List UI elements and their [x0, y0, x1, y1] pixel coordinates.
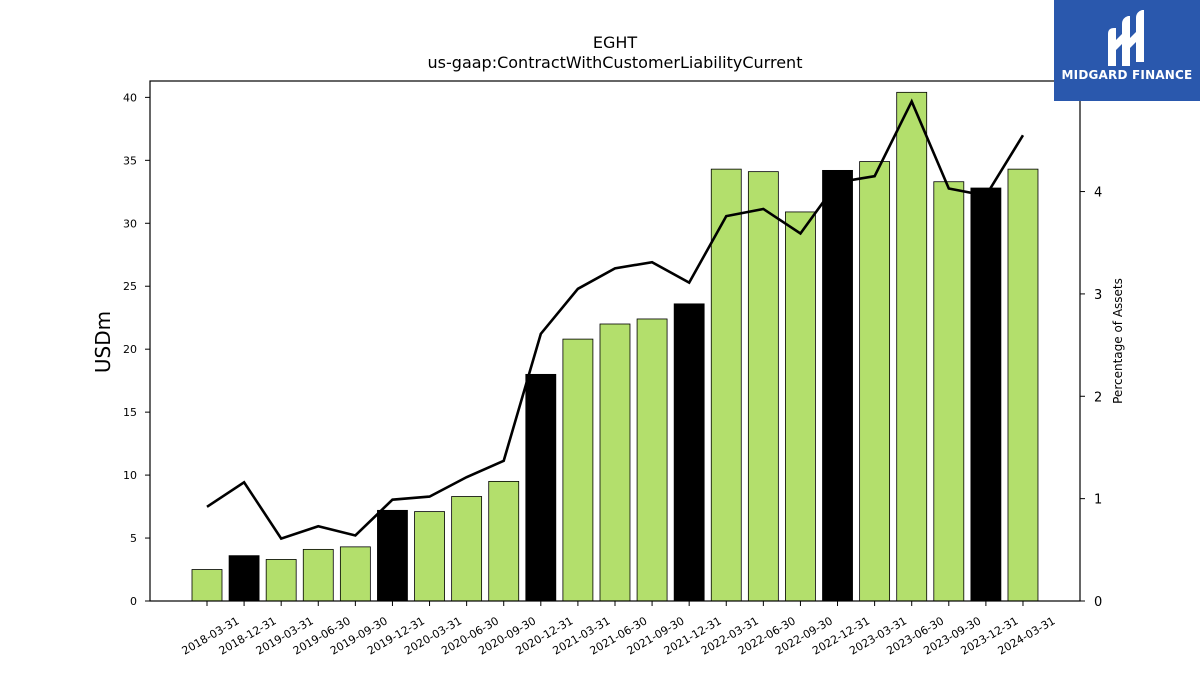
- y-tick-label: 5: [130, 532, 137, 545]
- bar-2024-03-31: [1007, 168, 1039, 602]
- y-tick-label: 35: [123, 154, 137, 167]
- bar-2021-12-31: [673, 303, 705, 602]
- bar-2020-09-30: [488, 480, 520, 602]
- y-tick-label: 15: [123, 406, 137, 419]
- bar-2023-03-31: [859, 161, 891, 602]
- bar-2022-03-31: [710, 168, 742, 602]
- y2-tick-label: 1: [1094, 493, 1102, 508]
- bar-2018-12-31: [228, 555, 260, 602]
- y-tick-label: 30: [123, 217, 137, 230]
- bar-2022-12-31: [822, 169, 853, 602]
- y-axis-ticks: 0 5 10 15 20 25 30 35 40: [123, 91, 150, 608]
- bar-2020-06-30: [451, 496, 483, 602]
- bars-group: [191, 91, 1039, 602]
- brand-logo: MIDGARD FINANCE: [1054, 0, 1200, 101]
- line-layer: [206, 98, 1025, 541]
- bar-2019-12-31: [377, 509, 408, 602]
- y2-tick-label: 0: [1094, 595, 1102, 610]
- bar-2019-06-30: [302, 548, 334, 602]
- y-tick-label: 40: [123, 91, 137, 104]
- bar-2020-12-31: [525, 373, 557, 602]
- bar-2022-09-30: [785, 211, 816, 602]
- chart-title: EGHT: [593, 33, 638, 52]
- y-tick-label: 25: [123, 280, 137, 293]
- logo-mark-icon: [1108, 10, 1144, 66]
- y-axis-label: USDm: [91, 311, 115, 373]
- y2-tick-label: 4: [1094, 186, 1102, 201]
- y2-axis-ticks: 0 1 2 3 4: [1080, 186, 1102, 610]
- y-tick-label: 0: [130, 595, 137, 608]
- chart-subtitle: us-gaap:ContractWithCustomerLiabilityCur…: [428, 53, 803, 72]
- bar-2023-06-30: [896, 91, 928, 602]
- bar-2023-09-30: [933, 181, 965, 602]
- y-tick-label: 10: [123, 469, 137, 482]
- bar-2021-09-30: [636, 318, 668, 602]
- bar-2018-03-31: [191, 569, 223, 602]
- bar-2020-03-31: [414, 511, 445, 602]
- bar-2021-06-30: [599, 323, 631, 602]
- line-series-percentage-of-assets: [206, 98, 1025, 541]
- x-axis-ticks: 2018-03-312018-12-312019-03-312019-06-30…: [180, 601, 1057, 658]
- y2-tick-label: 2: [1094, 390, 1102, 405]
- y2-axis-label: Percentage of Assets: [1111, 278, 1125, 404]
- bar-2019-03-31: [265, 559, 297, 602]
- bar-2022-06-30: [747, 171, 779, 602]
- bar-2019-09-30: [339, 546, 371, 602]
- logo-text: MIDGARD FINANCE: [1061, 68, 1193, 82]
- y-tick-label: 20: [123, 343, 137, 356]
- bar-2023-12-31: [970, 187, 1002, 602]
- y2-tick-label: 3: [1094, 288, 1102, 303]
- bar-2021-03-31: [562, 338, 594, 602]
